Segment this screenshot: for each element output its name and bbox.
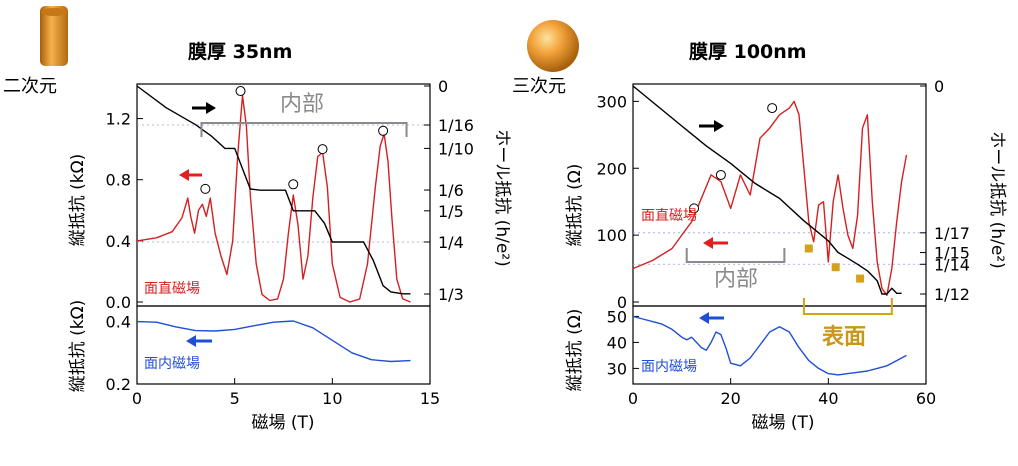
right-lower-frame <box>632 305 927 385</box>
ylabel-left-lower: 縦抵抗 (kΩ) <box>68 300 88 393</box>
hall-tick-label: 1/5 <box>438 202 464 221</box>
ylabel-right-lower: 縦抵抗 (Ω) <box>565 309 585 392</box>
xtick-label: 60 <box>916 389 936 408</box>
peak-marker <box>200 183 211 194</box>
arrow-to-rxx-inplane-left <box>186 335 212 347</box>
hall-tick-label: 1/14 <box>934 255 970 274</box>
ytick-label: 0 <box>617 293 627 312</box>
xlabel-right: 磁場 (T) <box>751 413 814 433</box>
peak-marker <box>767 103 778 114</box>
arrow-to-hall-right <box>699 120 724 132</box>
xtick-label: 40 <box>818 389 838 408</box>
ytick-label: 0.8 <box>106 171 131 190</box>
arrow-to-hall-left <box>192 102 216 114</box>
peak-marker <box>689 203 700 214</box>
bulk-bracket-left: 内部 <box>200 92 408 137</box>
surface-label: 表面 <box>822 325 866 350</box>
left-upper-plot: 0.0 0.4 0.8 1.2 0 1/16 1/10 1/6 1/5 1/4 1/3 <box>106 77 474 312</box>
ylabel-right-upper: 縦抵抗 (Ω) <box>565 164 585 247</box>
surface-marker <box>856 274 865 283</box>
arrow-to-rxx-left <box>179 169 202 181</box>
surface-bracket: 表面 <box>802 298 893 350</box>
ytick-label: 0.4 <box>106 232 131 251</box>
arrow-to-rxx-right <box>703 237 728 249</box>
left-lower-frame <box>136 305 431 385</box>
xtick-label: 20 <box>720 389 740 408</box>
ytick-label-lower: 30 <box>607 359 627 378</box>
xtick-label: 0 <box>628 389 638 408</box>
ytick-label-lower: 0.4 <box>106 313 131 332</box>
right-upper-frame <box>632 83 927 307</box>
surface-marker <box>831 263 840 272</box>
rxx-inplane-line <box>136 320 411 363</box>
arrow-to-rxx-inplane-right <box>699 312 724 324</box>
hall-tick-label: 0 <box>438 77 448 96</box>
ytick-label: 100 <box>596 226 627 245</box>
surface-marker <box>804 244 813 253</box>
dimension-label-2d: 二次元 <box>3 76 57 97</box>
bulk-label-right: 内部 <box>714 267 758 292</box>
peak-marker <box>235 86 246 97</box>
chart-title-left: 膜厚 35nm <box>187 40 292 63</box>
xtick-label: 0 <box>132 389 142 408</box>
field-label-inplane-right: 面内磁場 <box>641 359 697 375</box>
ytick-label: 0.0 <box>106 293 131 312</box>
hall-tick-label: 1/12 <box>934 285 970 304</box>
ytick-label-lower: 50 <box>607 307 627 326</box>
ylabel-left-upper: 縦抵抗 (kΩ) <box>68 154 88 247</box>
rxx-perp-line <box>632 100 908 296</box>
ylabel-hall-right: ホール抵抗 (h/e²) <box>987 131 1007 268</box>
ytick-label-lower: 40 <box>607 333 627 352</box>
rxx-perp-line <box>136 94 411 303</box>
hall-tick-label: 1/6 <box>438 181 464 200</box>
hall-tick-label: 1/3 <box>438 285 464 304</box>
field-label-perp-left: 面直磁場 <box>144 280 200 297</box>
bulk-sphere-icon <box>527 20 579 72</box>
chart-title-right: 膜厚 100nm <box>688 40 807 63</box>
hall-tick-label: 1/15 <box>934 244 970 263</box>
ytick-label: 1.2 <box>106 110 131 129</box>
hall-tick-label: 1/16 <box>438 116 474 135</box>
hall-tick-label: 0 <box>934 77 944 96</box>
xtick-label: 10 <box>322 389 342 408</box>
hall-tick-label: 1/10 <box>438 139 474 158</box>
bulk-bracket-right: 内部 <box>685 248 786 292</box>
left-lower-plot: 0 5 10 15 0.2 0.4 <box>106 305 440 408</box>
peak-marker <box>378 125 389 136</box>
xtick-label: 15 <box>420 389 440 408</box>
bulk-label-left: 内部 <box>280 92 324 117</box>
ytick-label: 200 <box>596 159 627 178</box>
ylabel-hall-left: ホール抵抗 (h/e²) <box>492 129 512 266</box>
peak-marker <box>288 179 299 190</box>
hall-tick-label: 1/4 <box>438 233 464 252</box>
thin-film-cylinder-icon <box>40 6 68 66</box>
peak-marker <box>317 144 328 155</box>
ytick-label: 300 <box>596 92 627 111</box>
field-label-perp-right: 面直磁場 <box>641 207 697 224</box>
hall-resistance-line <box>632 85 902 295</box>
peak-marker <box>715 169 726 180</box>
xtick-label: 5 <box>230 389 240 408</box>
hall-resistance-line <box>136 85 411 295</box>
field-label-inplane-left: 面内磁場 <box>144 356 200 372</box>
dimension-label-3d: 三次元 <box>512 76 566 97</box>
xlabel-left: 磁場 (T) <box>251 413 314 433</box>
right-upper-plot: 0 100 200 300 0 1/171/151/14 1/12 <box>596 77 969 312</box>
hall-tick-label: 1/17 <box>934 224 970 243</box>
right-lower-plot: 0 20 40 60 30 40 50 <box>607 305 936 408</box>
rxx-inplane-line <box>632 315 907 376</box>
ytick-label-lower: 0.2 <box>106 375 131 394</box>
